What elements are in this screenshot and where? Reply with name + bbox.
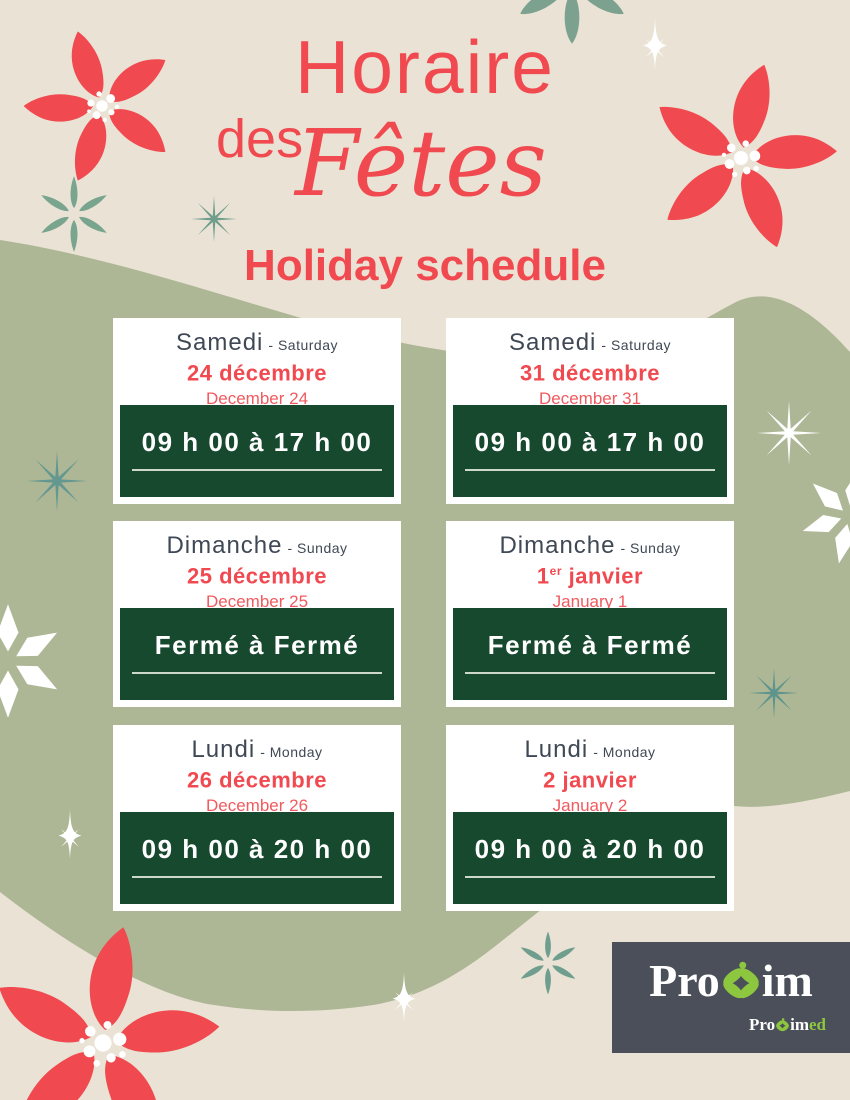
date-text: 2 janvier <box>543 767 637 793</box>
day-label: Samedi - Saturday <box>113 331 401 355</box>
proxim-logo-box: Pro im Pro im ed <box>612 942 850 1053</box>
card-header: Dimanche - Sunday 1er janvier January 1 <box>446 521 734 612</box>
hours-text: Fermé à Fermé <box>487 630 693 660</box>
teal-star-icon <box>27 451 88 512</box>
date-text: 31 décembre <box>519 360 661 386</box>
schedule-card-jan2: Lundi - Monday 2 janvier January 2 09 h 0… <box>446 725 734 911</box>
date-fr: 26 décembre <box>113 769 401 791</box>
date-fr: 24 décembre <box>113 362 401 384</box>
teal-star-icon <box>191 196 237 242</box>
schedule-card-dec25: Dimanche - Sunday 25 décembre December 25… <box>113 521 401 707</box>
day-fr: Samedi <box>509 329 597 356</box>
white-star-icon <box>757 401 821 465</box>
day-en: - Sunday <box>287 540 348 556</box>
hours-underline <box>132 672 382 674</box>
date-fr: 2 janvier <box>446 769 734 791</box>
day-en: - Monday <box>593 744 656 760</box>
hours-text: 09 h 00 à 17 h 00 <box>474 427 706 457</box>
proximed-wordmark: Pro im ed <box>749 1016 826 1033</box>
proximed-x-flower-icon <box>776 1017 789 1031</box>
hours-text: 09 h 00 à 20 h 00 <box>474 834 706 864</box>
date-text: 1 <box>536 563 550 589</box>
title-holiday-schedule: Holiday schedule <box>244 241 606 290</box>
teal-star-icon <box>749 668 799 718</box>
hours-text: 09 h 00 à 20 h 00 <box>141 834 373 864</box>
hours-underline <box>132 876 382 878</box>
date-fr: 31 décembre <box>446 362 734 384</box>
hours-underline <box>465 876 715 878</box>
day-en: - Sunday <box>620 540 681 556</box>
logo-text-im: im <box>761 955 813 1006</box>
date-fr: 1er janvier <box>446 565 734 587</box>
schedule-card-dec24: Samedi - Saturday 24 décembre December 24… <box>113 318 401 504</box>
day-fr: Lundi <box>524 736 589 763</box>
date-fr: 25 décembre <box>113 565 401 587</box>
hours-panel: Fermé à Fermé <box>453 608 727 700</box>
card-header: Lundi - Monday 2 janvier January 2 <box>446 725 734 816</box>
date-en: January 2 <box>552 796 628 816</box>
hours-panel: 09 h 00 à 17 h 00 <box>120 405 394 497</box>
date-en: December 25 <box>205 592 309 612</box>
proxim-wordmark: Pro im <box>612 958 850 1004</box>
hours-text: Fermé à Fermé <box>154 630 360 660</box>
logo-text-pro: Pro <box>649 955 720 1006</box>
proximed-pro: Pro <box>748 1015 776 1034</box>
card-header: Samedi - Saturday 24 décembre December 24 <box>113 318 401 409</box>
date-sup: er <box>549 564 563 578</box>
hours-panel: 09 h 00 à 20 h 00 <box>453 812 727 904</box>
title-fetes: Fêtes <box>295 110 547 217</box>
day-label: Dimanche - Sunday <box>446 534 734 558</box>
day-fr: Dimanche <box>499 532 616 559</box>
date-en: December 24 <box>205 389 309 409</box>
card-header: Lundi - Monday 26 décembre December 26 <box>113 725 401 816</box>
hours-underline <box>132 469 382 471</box>
day-label: Lundi - Monday <box>113 738 401 762</box>
day-fr: Lundi <box>191 736 256 763</box>
hours-panel: Fermé à Fermé <box>120 608 394 700</box>
date-en: January 1 <box>552 592 628 612</box>
day-en: - Saturday <box>268 337 338 353</box>
day-fr: Dimanche <box>166 532 283 559</box>
card-header: Dimanche - Sunday 25 décembre December 25 <box>113 521 401 612</box>
date-en: December 26 <box>205 796 309 816</box>
schedule-card-dec26: Lundi - Monday 26 décembre December 26 09… <box>113 725 401 911</box>
schedule-card-jan1: Dimanche - Sunday 1er janvier January 1 F… <box>446 521 734 707</box>
day-label: Lundi - Monday <box>446 738 734 762</box>
proximed-im: im <box>790 1015 809 1034</box>
title-horaire: Horaire <box>295 25 555 109</box>
hours-text: 09 h 00 à 17 h 00 <box>141 427 373 457</box>
schedule-card-dec31: Samedi - Saturday 31 décembre December 31… <box>446 318 734 504</box>
card-header: Samedi - Saturday 31 décembre December 31 <box>446 318 734 409</box>
day-en: - Saturday <box>601 337 671 353</box>
day-fr: Samedi <box>176 329 264 356</box>
date-text: 25 décembre <box>186 563 328 589</box>
proximed-ed: ed <box>809 1015 826 1034</box>
title-des: des <box>216 109 304 169</box>
hours-underline <box>465 469 715 471</box>
day-label: Dimanche - Sunday <box>113 534 401 558</box>
hours-underline <box>465 672 715 674</box>
date-text: 26 décembre <box>186 767 328 793</box>
hours-panel: 09 h 00 à 17 h 00 <box>453 405 727 497</box>
hours-panel: 09 h 00 à 20 h 00 <box>120 812 394 904</box>
day-en: - Monday <box>260 744 323 760</box>
date-text: 24 décembre <box>186 360 328 386</box>
day-label: Samedi - Saturday <box>446 331 734 355</box>
date-en: December 31 <box>538 389 642 409</box>
date-rest: janvier <box>562 563 644 589</box>
proxim-x-flower-icon <box>723 961 759 999</box>
